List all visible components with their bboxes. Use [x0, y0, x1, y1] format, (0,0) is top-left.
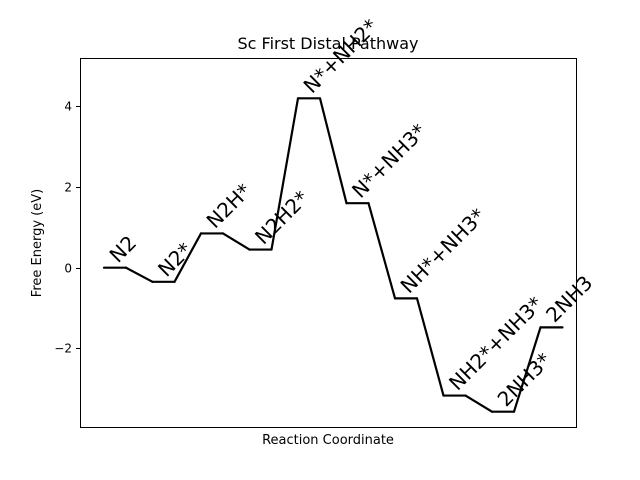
transition-line — [124, 266, 154, 283]
transition-line — [221, 232, 251, 251]
transition-line — [512, 326, 542, 413]
plot-area — [102, 97, 564, 413]
y-tick-label: 2 — [64, 181, 72, 195]
state-label: 2NH3* — [493, 348, 556, 411]
state-label: NH*+NH3* — [396, 204, 490, 298]
transition-line — [270, 97, 300, 251]
state-label: N2* — [153, 238, 197, 282]
plot-frame — [80, 58, 577, 428]
y-axis: −2 0 2 4 — [54, 100, 81, 356]
state-label: N*+NH3* — [347, 119, 431, 203]
chart-title: Sc First Distal Pathway — [237, 34, 418, 53]
y-tick-label: −2 — [54, 342, 72, 356]
transition-line — [367, 202, 397, 300]
transition-line — [415, 297, 445, 397]
y-axis-label: Free Energy (eV) — [30, 189, 45, 297]
y-tick-label: 4 — [64, 100, 72, 114]
state-label: N2 — [105, 231, 142, 268]
transition-line — [318, 97, 348, 205]
state-label: N*+NH2* — [299, 14, 383, 98]
y-tick-label: 0 — [64, 262, 72, 276]
state-labels: N2 N2*N2H*N2H2*N*+NH2*N*+NH3*NH*+NH3*NH2*… — [105, 14, 598, 411]
state-label: N2H* — [202, 179, 256, 233]
x-axis-label: Reaction Coordinate — [262, 433, 394, 448]
transition-line — [173, 232, 203, 283]
transition-line — [464, 394, 494, 413]
state-label: 2NH3 — [541, 271, 597, 327]
